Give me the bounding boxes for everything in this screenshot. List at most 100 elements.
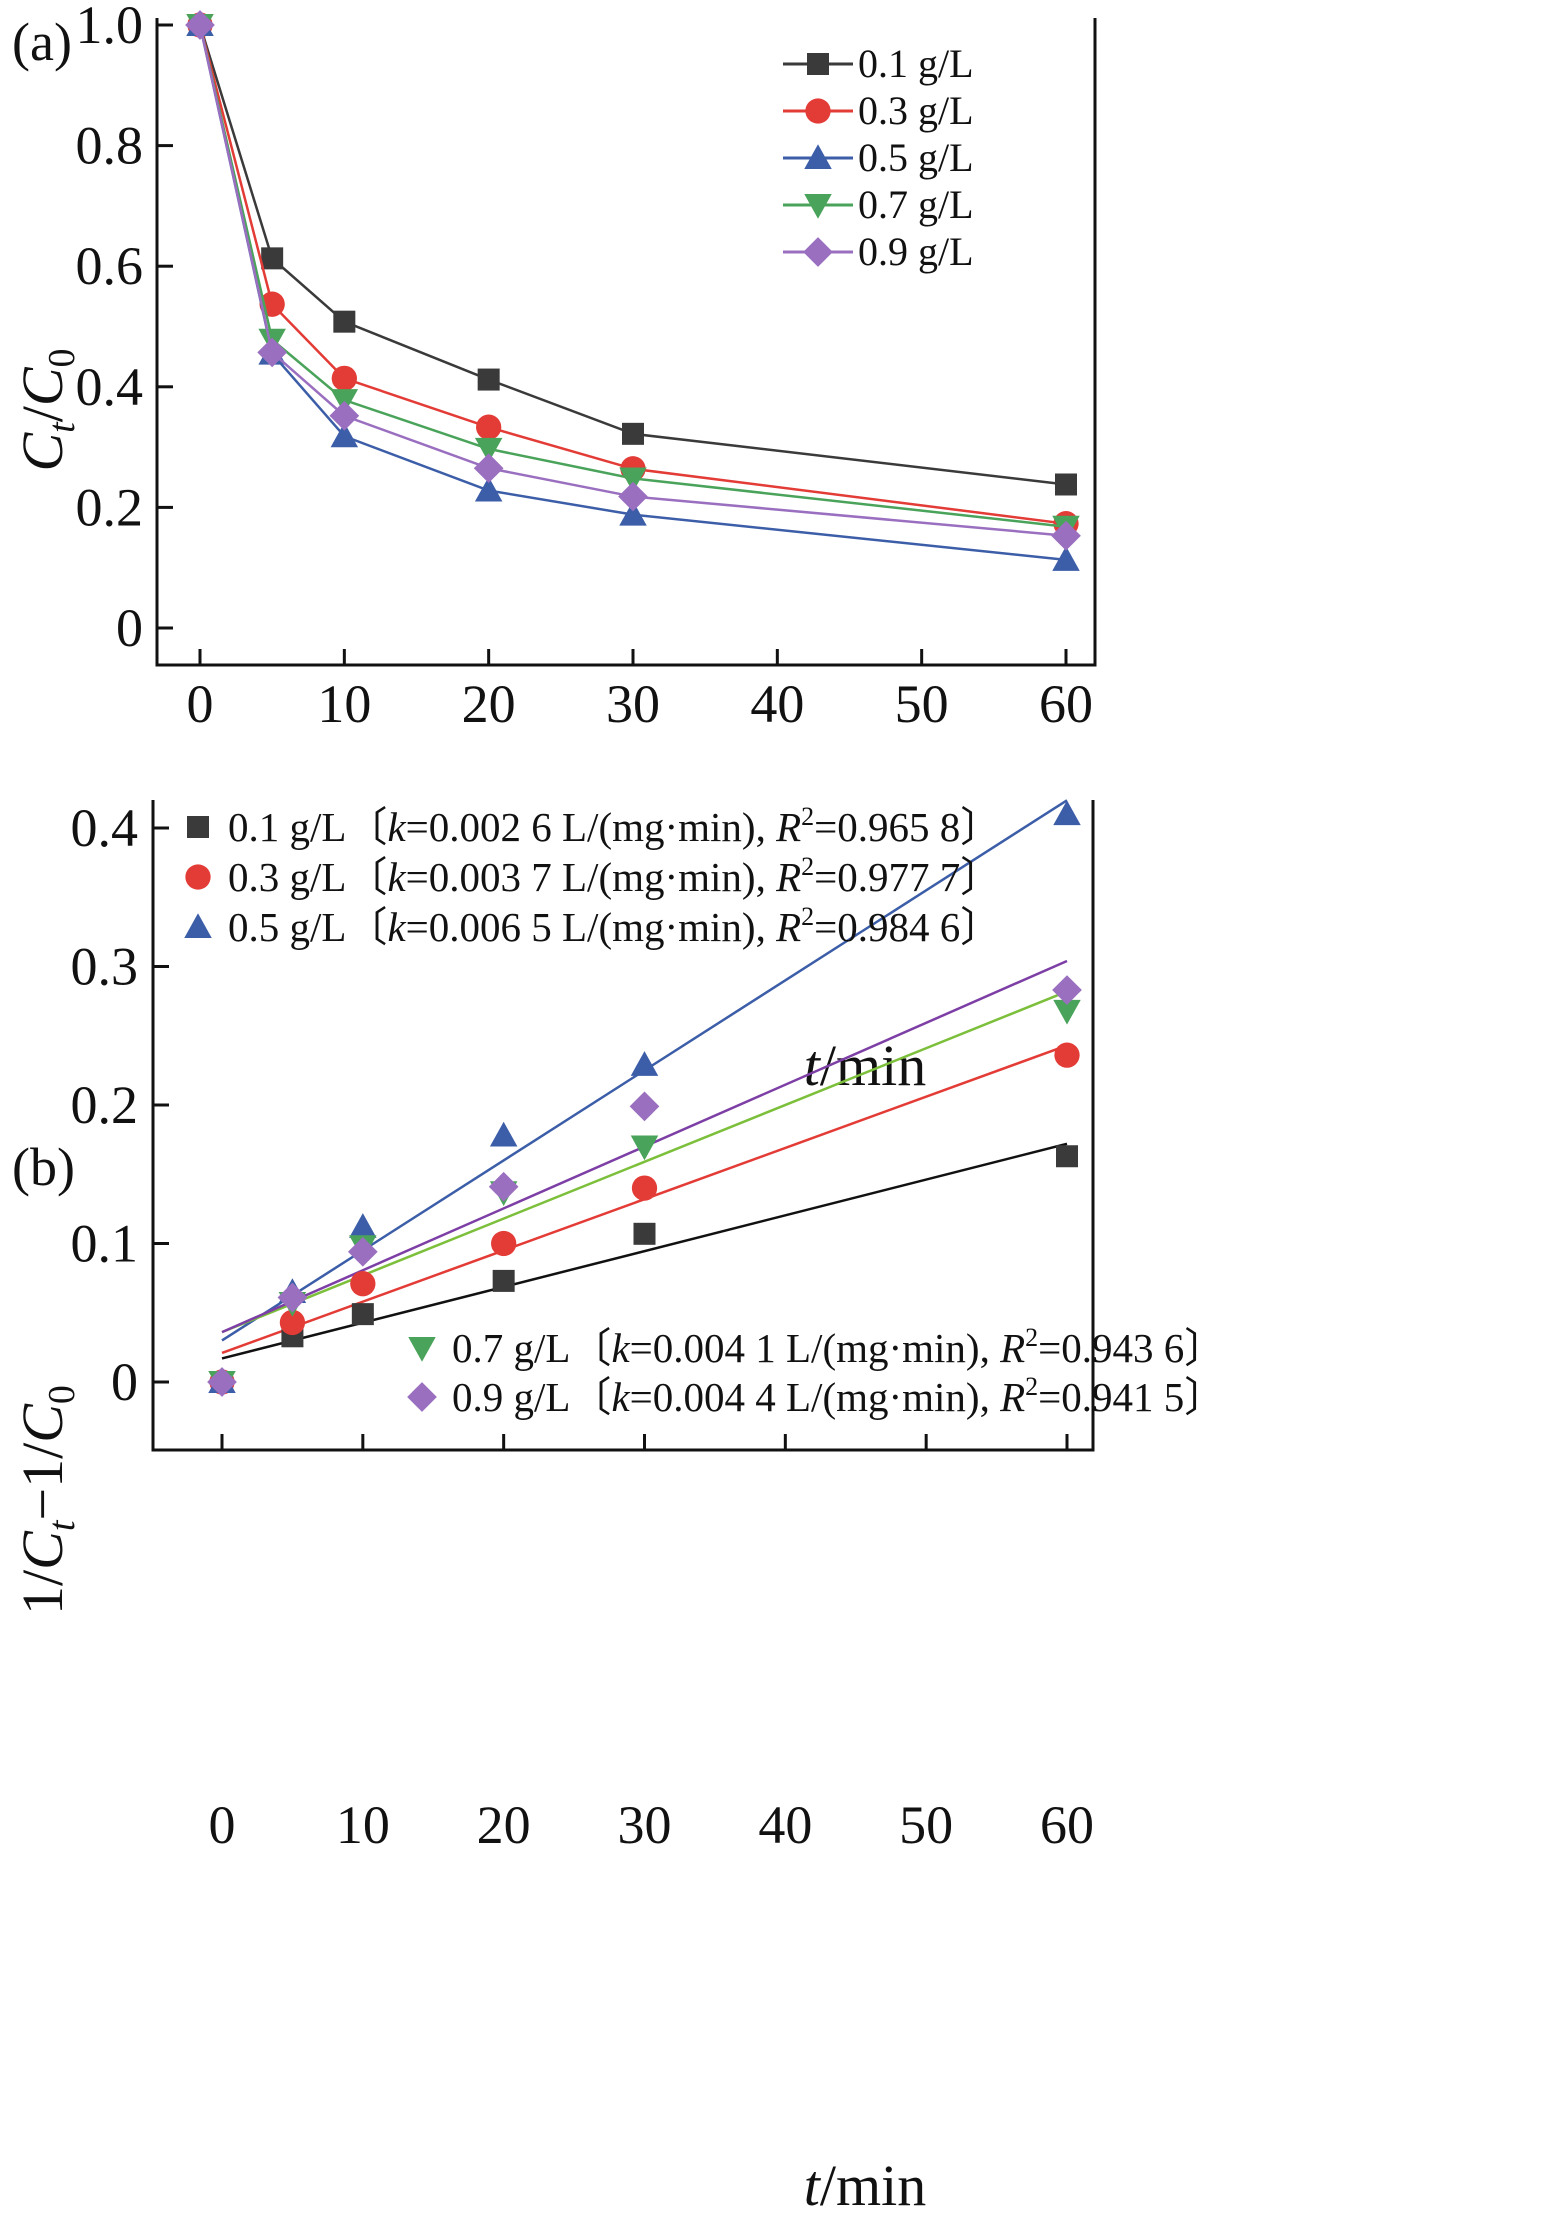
data-point <box>630 1051 659 1076</box>
series-line-0-1-g-L <box>198 24 1067 486</box>
legend-label: 0.5 g/L <box>858 135 974 180</box>
data-point <box>618 481 648 512</box>
panel-b-x-axis-title: t/min <box>804 2153 926 2218</box>
legend-label: 0.7 g/L <box>858 182 974 227</box>
legend-marker <box>184 913 212 938</box>
panel-a-x-tick-label: 0 <box>187 674 214 734</box>
panel-b-ticks: 0 0.1 0.2 0.3 0.4 0 10 20 30 40 50 60 <box>71 798 1095 1855</box>
panel-a-y-axis-title: Ct/C0 <box>10 348 83 471</box>
data-point <box>622 422 644 445</box>
panel-a-x-tick-label: 60 <box>1039 674 1093 734</box>
legend-marker <box>804 144 832 169</box>
legend-marker <box>803 237 833 267</box>
data-point <box>1053 999 1081 1025</box>
data-point <box>473 453 504 484</box>
panel-a-y-tick-label: 0.4 <box>76 357 144 417</box>
data-point <box>331 365 357 392</box>
panel-b-legend: 0.1 g/L〔k=0.002 6 L/(mg·min), R2=0.965 8… <box>184 802 1225 1420</box>
chart-panel-b: (b) 0 0.1 0.2 0.3 0.4 0 10 20 30 40 50 60 0.1 g/L〔k… <box>10 798 1225 2218</box>
data-point <box>329 400 360 431</box>
data-point <box>633 1222 656 1245</box>
fit-line <box>221 990 1068 1334</box>
panel-b-y-tick-label: 0.2 <box>71 1075 139 1135</box>
panel-a-y-tick-label: 0.6 <box>76 236 144 296</box>
panel-a-series <box>185 10 1081 571</box>
data-point <box>488 1171 519 1202</box>
panel-a-axis-frame <box>155 18 1097 667</box>
legend-label: 0.5 g/L〔k=0.006 5 L/(mg·min), R2=0.984 6… <box>228 902 1001 950</box>
panel-b-axis-frame <box>151 800 1095 1452</box>
panel-a-x-tick-label: 50 <box>895 674 949 734</box>
data-point <box>349 1213 377 1238</box>
data-point <box>279 1309 306 1336</box>
data-point <box>491 1230 517 1257</box>
data-point <box>1051 520 1081 551</box>
panel-a-x-tick-label: 40 <box>750 674 804 734</box>
svg-text:Ct/C0: Ct/C0 <box>10 348 83 471</box>
panel-b-y-tick-label: 0.3 <box>71 937 139 997</box>
legend-marker <box>187 816 209 838</box>
legend-label: 0.9 g/L〔k=0.004 4 L/(mg·min), R2=0.941 5… <box>452 1372 1225 1420</box>
panel-b-axes <box>151 800 1095 1452</box>
data-point <box>619 500 647 526</box>
data-point <box>1053 800 1081 826</box>
data-point <box>631 1175 658 1201</box>
panel-a-axes <box>155 18 1097 667</box>
data-point <box>1052 975 1082 1005</box>
series-line-0-3-g-L <box>198 24 1067 525</box>
panel-b-x-tick-label: 60 <box>1040 1795 1094 1855</box>
panel-b-y-tick-label: 0.4 <box>71 798 139 858</box>
panel-b-x-tick-label: 0 <box>209 1795 236 1855</box>
legend-marker <box>804 194 832 219</box>
legend-label: 0.1 g/L <box>858 41 974 86</box>
data-point <box>351 1303 374 1326</box>
panel-a-x-tick-label: 20 <box>462 674 516 734</box>
panel-b-x-tick-label: 20 <box>477 1795 531 1855</box>
legend-marker <box>805 98 831 124</box>
panel-b-y-tick-label: 0 <box>111 1352 138 1412</box>
panel-b-x-tick-label: 30 <box>618 1795 672 1855</box>
panel-b-x-tick-label: 50 <box>899 1795 953 1855</box>
chart-panel-a: (a) 0 0.2 0.4 0.6 0.8 1.0 0 10 20 30 40 50 60 0.1 g/… <box>10 0 1097 1098</box>
data-point <box>333 310 356 333</box>
data-point <box>492 1269 515 1292</box>
data-point <box>257 337 288 368</box>
panel-b-x-tick-label: 40 <box>758 1795 812 1855</box>
data-point <box>277 1282 308 1313</box>
legend-label: 0.1 g/L〔k=0.002 6 L/(mg·min), R2=0.965 8… <box>228 802 1001 850</box>
panel-a-ticks: 0 0.2 0.4 0.6 0.8 1.0 0 10 20 30 40 50 60 <box>76 0 1094 734</box>
panel-a-x-tick-label: 30 <box>606 674 660 734</box>
panel-a-y-tick-label: 0.8 <box>76 116 144 176</box>
legend-label: 0.3 g/L <box>858 88 974 133</box>
panel-a-y-tick-label: 0 <box>116 598 143 658</box>
legend-label: 0.3 g/L〔k=0.003 7 L/(mg·min), R2=0.977 7… <box>228 852 1001 900</box>
data-point <box>185 10 215 40</box>
data-point <box>1052 546 1080 571</box>
panel-a-x-tick-label: 10 <box>317 674 371 734</box>
panel-b-y-axis-title: 1/Ct−1/C0 <box>10 1385 83 1615</box>
series-line-0-9-g-L <box>198 24 1067 537</box>
series-line-0-7-g-L <box>198 24 1067 528</box>
legend-label: 0.9 g/L <box>858 229 974 274</box>
legend-marker <box>407 1382 437 1412</box>
legend-marker <box>408 1337 436 1362</box>
data-point <box>476 414 502 440</box>
panel-a-y-tick-label: 0.2 <box>76 477 144 537</box>
data-point <box>474 476 503 502</box>
panel-a-label: (a) <box>12 12 72 72</box>
data-point <box>1056 1145 1078 1168</box>
panel-a-legend: 0.1 g/L0.3 g/L0.5 g/L0.7 g/L0.9 g/L <box>783 41 974 274</box>
panel-a-x-axis-title: t/min <box>804 1033 926 1098</box>
data-point <box>330 422 359 448</box>
panel-b-y-tick-label: 0.1 <box>71 1214 139 1274</box>
data-point <box>207 1367 237 1397</box>
legend-label: 0.7 g/L〔k=0.004 1 L/(mg·min), R2=0.943 6… <box>452 1323 1225 1371</box>
data-point <box>1055 473 1077 496</box>
data-point <box>350 1271 376 1297</box>
svg-text:1/Ct−1/C0: 1/Ct−1/C0 <box>10 1385 83 1615</box>
data-point <box>261 247 284 270</box>
panel-b-series <box>207 800 1082 1397</box>
panel-b-label: (b) <box>12 1137 75 1197</box>
data-point <box>1054 1042 1080 1068</box>
